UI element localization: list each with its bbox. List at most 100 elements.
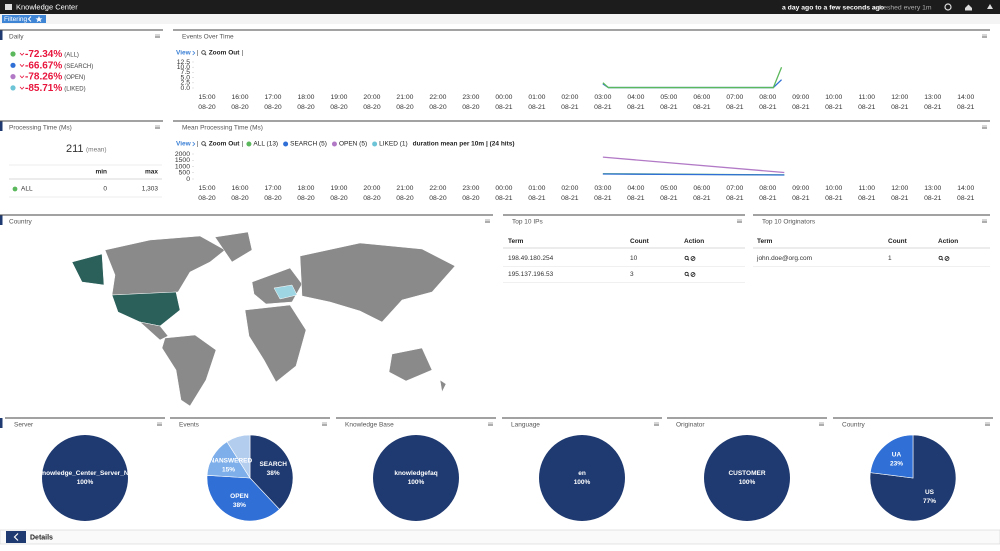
- zoom-out[interactable]: Zoom Out: [209, 141, 241, 148]
- zoom-icon[interactable]: [201, 141, 207, 147]
- legend-dot[interactable]: [331, 141, 337, 147]
- action-icons[interactable]: [938, 255, 950, 261]
- x-tick-time: 13:00: [924, 94, 941, 101]
- pie-slice[interactable]: [249, 434, 294, 510]
- panel-menu[interactable]: [819, 422, 824, 426]
- row-marker: [0, 418, 3, 428]
- zoom-icon-handle[interactable]: [204, 144, 207, 147]
- zoom-icon-lens[interactable]: [201, 50, 206, 55]
- panel-title: Knowledge Base: [345, 422, 394, 429]
- exclude-action-bar[interactable]: [945, 256, 949, 261]
- details-label[interactable]: Details: [30, 534, 53, 541]
- filter-label[interactable]: Filtering: [4, 16, 28, 23]
- zoom-icon-handle[interactable]: [204, 53, 207, 56]
- legend-label[interactable]: SEARCH (5): [290, 141, 327, 148]
- details-arrow[interactable]: [13, 533, 19, 541]
- search-action[interactable]: [684, 255, 689, 260]
- x-tick-date: 08-21: [891, 104, 909, 111]
- daily-label: (SEARCH): [64, 64, 93, 70]
- legend-dot[interactable]: [372, 141, 378, 147]
- exclude-action[interactable]: [690, 272, 696, 277]
- panel-menu[interactable]: [155, 125, 160, 129]
- panel-menu[interactable]: [155, 34, 160, 38]
- exclude-action[interactable]: [690, 256, 696, 261]
- pie-slice[interactable]: [42, 435, 128, 521]
- legend-dot[interactable]: [246, 141, 252, 147]
- zoom-out[interactable]: Zoom Out: [209, 50, 241, 57]
- x-tick-date: 08-20: [462, 104, 480, 111]
- pie-slice[interactable]: [226, 434, 251, 480]
- pie-slice[interactable]: [206, 474, 280, 522]
- exclude-action[interactable]: [944, 256, 950, 261]
- pie-slice[interactable]: [869, 434, 957, 522]
- view-menu[interactable]: View: [176, 50, 192, 57]
- daily-label: (OPEN): [64, 75, 85, 81]
- zoom-icon[interactable]: [201, 50, 207, 56]
- x-tick-date: 08-20: [231, 104, 249, 111]
- y-tick-label: 1500: [175, 157, 190, 164]
- pie-label: UA: [892, 452, 902, 459]
- refresh-interval[interactable]: refreshed every 1m: [873, 4, 932, 11]
- pie-value-label: 100%: [77, 479, 94, 486]
- panel-menu[interactable]: [982, 34, 987, 38]
- refresh-button[interactable]: [944, 3, 952, 11]
- panel-menu[interactable]: [488, 422, 493, 426]
- pie-value-label: 38%: [233, 502, 246, 509]
- legend-label[interactable]: LIKED (1): [379, 141, 408, 148]
- action-icons[interactable]: [684, 255, 696, 261]
- collapse-button[interactable]: [987, 4, 993, 9]
- panel-menu[interactable]: [157, 422, 162, 426]
- pie-slice[interactable]: [539, 435, 625, 521]
- chart-note: duration mean per 10m | (24 hits): [413, 141, 515, 148]
- action-icons[interactable]: [684, 271, 696, 277]
- panel-menu[interactable]: [985, 422, 990, 426]
- panel-menu[interactable]: [982, 219, 987, 223]
- filter-toggle[interactable]: [27, 16, 32, 22]
- x-tick-time: 21:00: [396, 185, 413, 192]
- pie-label: CUSTOMER: [728, 470, 765, 477]
- x-tick-time: 23:00: [462, 94, 479, 101]
- table-cell: 10: [630, 255, 638, 262]
- legend-dot: [10, 62, 16, 68]
- exclude-action-bar[interactable]: [691, 272, 695, 277]
- panel-menu[interactable]: [654, 422, 659, 426]
- search-action-handle[interactable]: [687, 274, 690, 277]
- home-button[interactable]: [965, 4, 972, 11]
- search-action[interactable]: [938, 255, 943, 260]
- x-tick-date: 08-20: [396, 104, 414, 111]
- zoom-icon-lens[interactable]: [201, 141, 206, 146]
- panel-menu[interactable]: [737, 219, 742, 223]
- panel-menu[interactable]: [982, 125, 987, 129]
- pie-label: SEARCH: [259, 461, 287, 468]
- legend-label[interactable]: OPEN (5): [339, 141, 367, 148]
- view-chevron[interactable]: [192, 50, 196, 56]
- y-tick-label: 0.0: [181, 85, 191, 92]
- y-tick-label: 7.5: [181, 69, 191, 76]
- view-menu[interactable]: View: [176, 141, 192, 148]
- pie-value-label: 38%: [267, 470, 280, 477]
- filter-tag[interactable]: [2, 15, 46, 23]
- x-tick-time: 08:00: [759, 94, 776, 101]
- search-action-handle[interactable]: [941, 258, 944, 261]
- favorite-icon[interactable]: [35, 16, 43, 23]
- search-action-handle[interactable]: [687, 258, 690, 261]
- pie-slice[interactable]: [704, 435, 790, 521]
- pie-slice[interactable]: [373, 435, 459, 521]
- legend-label[interactable]: ALL (13): [253, 141, 278, 148]
- trend-arrow: [19, 64, 25, 68]
- pie-slice[interactable]: [870, 434, 914, 479]
- x-tick-date: 08-21: [858, 195, 876, 202]
- panel-menu[interactable]: [485, 219, 490, 223]
- x-tick-date: 08-20: [330, 195, 348, 202]
- x-tick-date: 08-21: [627, 195, 645, 202]
- view-chevron[interactable]: [192, 141, 196, 147]
- panel-menu[interactable]: [322, 422, 327, 426]
- x-tick-time: 16:00: [231, 94, 248, 101]
- details-toggle[interactable]: [6, 531, 26, 543]
- x-tick-time: 21:00: [396, 94, 413, 101]
- search-action[interactable]: [684, 271, 689, 276]
- legend-dot[interactable]: [283, 141, 289, 147]
- time-range[interactable]: a day ago to a few seconds ago: [782, 4, 884, 11]
- exclude-action-bar[interactable]: [691, 256, 695, 261]
